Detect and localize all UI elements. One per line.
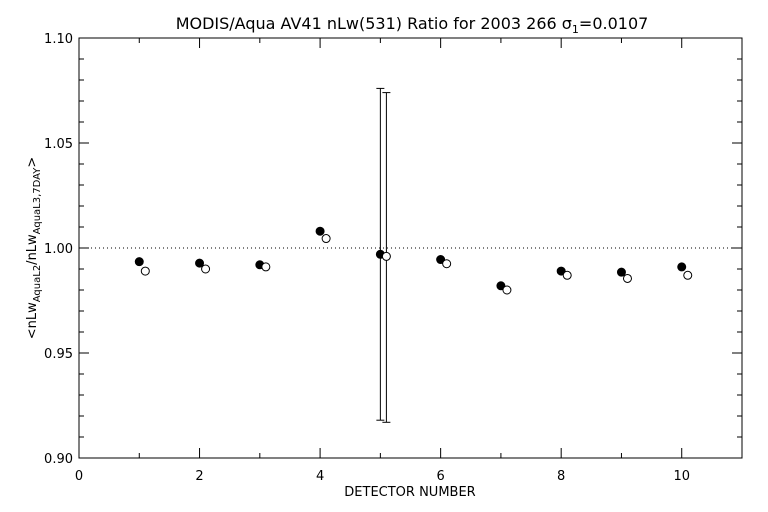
y-axis-label: <nLwAquaL2/nLwAquaL3,7DAY> (25, 157, 43, 340)
data-point-filled (556, 266, 566, 276)
ylabel-mid: /nLw (25, 234, 40, 265)
data-point-filled (677, 262, 687, 272)
title-main: MODIS/Aqua AV41 nLw(531) Ratio for 2003 … (176, 14, 562, 33)
y-tick-label: 1.10 (44, 32, 73, 47)
title-sigma-value: =0.0107 (579, 14, 648, 33)
y-tick-label: 0.95 (44, 347, 73, 362)
data-point-filled (134, 257, 144, 267)
svg-text:<nLwAquaL2/nLwAquaL3,7DAY>: <nLwAquaL2/nLwAquaL3,7DAY> (25, 157, 43, 340)
data-point-open (562, 270, 572, 280)
data-point-filled (496, 281, 506, 291)
data-point-filled (195, 258, 205, 268)
data-point-open (261, 262, 271, 272)
data-point-filled (315, 226, 325, 236)
x-tick-label: 8 (557, 469, 565, 484)
data-point-filled (616, 267, 626, 277)
ylabel-sub1: AquaL2 (32, 265, 43, 302)
ylabel-close: > (25, 157, 40, 168)
ylabel-open: <nLw (25, 302, 40, 339)
data-point-open (622, 273, 632, 283)
y-tick-label: 0.90 (44, 452, 73, 467)
chart-marks (79, 87, 742, 423)
x-tick-label: 10 (673, 469, 690, 484)
x-tick-label: 4 (316, 469, 324, 484)
data-point-open (502, 285, 512, 295)
data-point-open (683, 270, 693, 280)
y-tick-label: 1.00 (44, 242, 73, 257)
data-point-open (442, 259, 452, 269)
data-point-open (201, 264, 211, 274)
data-point-open (140, 266, 150, 276)
chart-title: MODIS/Aqua AV41 nLw(531) Ratio for 2003 … (176, 14, 649, 36)
data-point-filled (436, 255, 446, 265)
x-tick-label: 2 (195, 469, 203, 484)
svg-text:MODIS/Aqua AV41 nLw(531) Ratio: MODIS/Aqua AV41 nLw(531) Ratio for 2003 … (176, 14, 649, 36)
x-tick-label: 0 (75, 469, 83, 484)
x-tick-label: 6 (436, 469, 444, 484)
data-point-open (321, 234, 331, 244)
y-tick-label: 1.05 (44, 137, 73, 152)
ylabel-sub2: AquaL3,7DAY (32, 167, 43, 235)
data-point-open (381, 251, 391, 261)
title-sigma: σ (562, 14, 572, 33)
plot-frame (78, 37, 743, 459)
title-sigma-subscript: 1 (572, 23, 579, 36)
x-axis-label: DETECTOR NUMBER (344, 485, 475, 500)
axis-ticks: 0 2 4 6 8 10 0.90 0.95 1.00 1.05 1.10 (44, 32, 743, 484)
